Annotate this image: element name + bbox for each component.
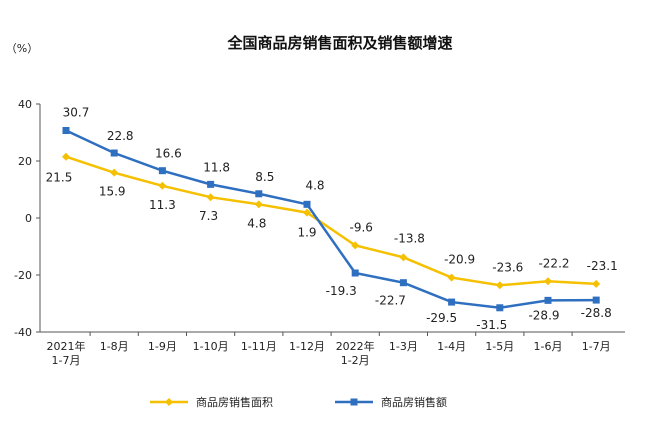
data-point (254, 200, 263, 209)
data-point (206, 193, 215, 202)
x-tick-label-line: 1-7月 (582, 340, 611, 353)
data-label: -20.9 (444, 253, 475, 267)
data-point (62, 127, 70, 135)
data-label: 7.3 (199, 209, 218, 223)
x-tick-label: 2022年 1-2月 (336, 339, 375, 367)
data-point (592, 279, 601, 288)
data-point (158, 167, 166, 175)
data-point (447, 273, 456, 282)
x-tick-label: 1-3月 (389, 340, 418, 353)
data-label: -23.6 (492, 260, 523, 274)
data-point (544, 277, 552, 286)
data-point (351, 269, 359, 277)
y-unit-label: （%） (6, 42, 38, 55)
x-tick-label: 1-10月 (193, 340, 229, 353)
data-point (592, 296, 600, 304)
x-tick-label-line: 1-2月 (341, 354, 370, 367)
data-label: 16.6 (155, 147, 182, 161)
x-tick-label-line: 1-4月 (437, 340, 466, 353)
y-tick-label: 20 (18, 155, 32, 168)
x-tick-label-line: 1-11月 (241, 340, 277, 353)
y-tick-label: -40 (14, 326, 32, 339)
series-line (65, 129, 597, 310)
x-tick-label: 1-8月 (100, 340, 129, 353)
legend-label: 商品房销售面积 (196, 395, 273, 409)
data-point (399, 279, 407, 287)
x-tick-label-line: 1-5月 (485, 340, 514, 353)
legend-item-area: 商品房销售面积 (150, 395, 273, 409)
data-point (495, 281, 504, 290)
data-point (158, 181, 167, 190)
x-tick-label: 1-12月 (289, 340, 325, 353)
x-tick-label-line: 2022年 (336, 339, 375, 353)
y-tick-label: -20 (14, 269, 32, 282)
x-tick-label-line: 2021年 (47, 339, 86, 353)
data-point (496, 304, 504, 312)
data-label: 4.8 (305, 178, 324, 192)
x-tick-label-line: 1-8月 (100, 340, 129, 353)
y-tick-label: 0 (25, 212, 32, 225)
data-point (399, 253, 408, 262)
x-tick-label-line: 1-3月 (389, 340, 418, 353)
data-label: 15.9 (99, 185, 126, 199)
data-label: -28.9 (528, 308, 559, 322)
data-point (544, 296, 552, 304)
data-label: -23.1 (587, 259, 618, 273)
x-tick-label: 2021年 1-7月 (47, 339, 86, 367)
x-tick-label: 1-6月 (534, 340, 563, 353)
data-point (303, 200, 311, 208)
x-tick-label-line: 1-10月 (193, 340, 229, 353)
data-point (110, 168, 119, 177)
data-label: 4.8 (247, 216, 266, 230)
data-label: -9.6 (349, 220, 372, 234)
chart-title: 全国商品房销售面积及销售额增速 (226, 34, 452, 52)
x-tick-label: 1-9月 (148, 340, 177, 353)
data-label: -22.2 (538, 256, 569, 270)
data-point (207, 180, 215, 188)
data-label: 21.5 (46, 171, 73, 185)
data-point (62, 152, 70, 161)
series-amount: 30.7 22.8 16.6 11.8 8.5 4.8 -19.3 -22.7 -29.5 -31… (62, 106, 612, 332)
data-label: -13.8 (394, 231, 425, 245)
data-label: 11.3 (149, 198, 176, 212)
data-label: -19.3 (326, 284, 357, 298)
data-label: 8.5 (255, 170, 274, 184)
data-label: -28.8 (581, 306, 612, 320)
data-point (303, 208, 311, 217)
x-tick-label-line: 1-7月 (52, 354, 81, 367)
y-tick-label: 40 (18, 98, 32, 111)
x-tick-label-line: 1-6月 (534, 340, 563, 353)
series-line (65, 155, 597, 287)
data-label: -31.5 (476, 318, 507, 332)
x-tick-label-line: 1-9月 (148, 340, 177, 353)
data-label: 22.8 (107, 129, 134, 143)
x-tick-label: 1-11月 (241, 340, 277, 353)
legend-item-amount: 商品房销售额 (335, 395, 447, 409)
legend: 商品房销售面积 商品房销售额 (150, 395, 447, 409)
legend-marker (165, 398, 173, 406)
data-point (255, 190, 263, 198)
data-label: 30.7 (63, 106, 90, 120)
legend-label: 商品房销售额 (381, 395, 447, 409)
data-point (351, 241, 360, 250)
legend-marker (350, 398, 358, 406)
data-point (448, 298, 456, 306)
data-label: 1.9 (297, 226, 316, 240)
data-label: -29.5 (426, 311, 457, 325)
x-tick-label-line: 1-12月 (289, 340, 325, 353)
data-point (110, 149, 118, 157)
data-label: 11.8 (203, 160, 230, 174)
x-tick-label: 1-5月 (485, 340, 514, 353)
series-area: 21.5 15.9 11.3 7.3 4.8 1.9 -9.6 -13.8 -20.9 -23.6… (46, 152, 618, 290)
data-label: -22.7 (375, 294, 406, 308)
x-tick-label: 1-4月 (437, 340, 466, 353)
x-tick-label: 1-7月 (582, 340, 611, 353)
